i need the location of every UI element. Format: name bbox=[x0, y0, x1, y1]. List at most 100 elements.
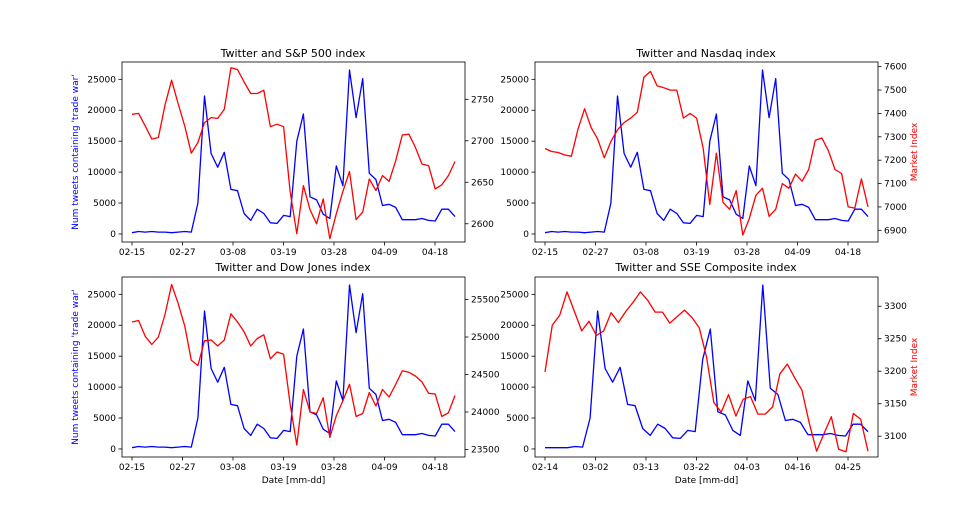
y-right-tick-label: 25000 bbox=[471, 333, 500, 343]
plot-frame bbox=[121, 276, 466, 458]
x-axis-label: Date [mm-dd] bbox=[262, 476, 326, 486]
y-right-tick-label: 7300 bbox=[884, 133, 907, 143]
x-tick-label: 02-27 bbox=[582, 248, 608, 258]
y-right-tick-label: 3250 bbox=[884, 335, 907, 345]
y-right-tick-label: 7500 bbox=[884, 86, 907, 96]
subplot-nasdaq: Twitter and Nasdaq index 0 5000 10000 15000… bbox=[500, 47, 920, 258]
x-tick-label: 04-25 bbox=[835, 463, 861, 473]
tweets-series-line bbox=[545, 284, 869, 449]
x-tick-label: 04-18 bbox=[422, 463, 448, 473]
x-tick-label: 03-08 bbox=[633, 248, 659, 258]
x-tick-label: 03-08 bbox=[220, 463, 246, 473]
y-left-tick-label: 0 bbox=[110, 230, 116, 240]
plot-frame bbox=[534, 61, 879, 243]
y-right-tick-label: 6900 bbox=[884, 226, 907, 236]
subplot-sp500: Twitter and S&P 500 index 0 5000 10000 1500… bbox=[71, 47, 494, 258]
x-tick-label: 03-19 bbox=[270, 463, 296, 473]
x-tick-label: 02-27 bbox=[169, 463, 195, 473]
y-right-tick-label: 7100 bbox=[884, 180, 907, 190]
x-axis-label: Date [mm-dd] bbox=[675, 476, 739, 486]
y-right-tick-label: 24500 bbox=[471, 371, 500, 381]
subplot-title: Twitter and Nasdaq index bbox=[635, 47, 776, 60]
y-left-tick-label: 20000 bbox=[500, 321, 529, 331]
x-tick-label: 03-02 bbox=[582, 463, 608, 473]
subplot-sse-composite: Twitter and SSE Composite index 0 5000 100… bbox=[500, 261, 920, 486]
market-series-line bbox=[544, 70, 869, 236]
x-tick-label: 03-19 bbox=[683, 248, 709, 258]
x-tick-label: 03-22 bbox=[683, 463, 709, 473]
y-left-tick-label: 5000 bbox=[93, 199, 116, 209]
x-tick-label: 03-28 bbox=[321, 248, 347, 258]
x-tick-label: 02-27 bbox=[169, 248, 195, 258]
y-right-tick-label: 7400 bbox=[884, 109, 907, 119]
y-left-tick-label: 15000 bbox=[500, 137, 529, 147]
subplot-title: Twitter and S&P 500 index bbox=[220, 47, 366, 60]
y-right-tick-label: 23500 bbox=[471, 446, 500, 456]
y-left-axis-label: Num tweets containing 'trade war' bbox=[71, 74, 81, 230]
x-tick-label: 04-09 bbox=[371, 463, 397, 473]
y-right-tick-label: 3300 bbox=[884, 302, 907, 312]
y-left-tick-label: 15000 bbox=[87, 137, 116, 147]
market-series-line bbox=[131, 283, 456, 446]
y-right-tick-label: 3200 bbox=[884, 367, 907, 377]
y-right-tick-label: 3150 bbox=[884, 400, 907, 410]
x-tick-label: 02-14 bbox=[532, 463, 558, 473]
y-right-tick-label: 7200 bbox=[884, 156, 907, 166]
y-right-tick-label: 25500 bbox=[471, 296, 500, 306]
x-tick-label: 03-08 bbox=[220, 248, 246, 258]
x-tick-label: 04-03 bbox=[734, 463, 760, 473]
y-left-tick-label: 25000 bbox=[500, 75, 529, 85]
market-series-line bbox=[544, 291, 869, 453]
y-right-tick-label: 2600 bbox=[471, 220, 494, 230]
y-left-tick-label: 5000 bbox=[506, 199, 529, 209]
subplot-title: Twitter and SSE Composite index bbox=[614, 261, 797, 274]
y-left-tick-label: 25000 bbox=[87, 290, 116, 300]
y-left-tick-label: 20000 bbox=[500, 106, 529, 116]
y-left-tick-label: 0 bbox=[523, 445, 529, 455]
x-tick-label: 04-18 bbox=[835, 248, 861, 258]
x-tick-label: 03-13 bbox=[633, 463, 659, 473]
y-right-axis-label: Market Index bbox=[910, 122, 920, 181]
x-tick-label: 03-28 bbox=[734, 248, 760, 258]
plot-frame bbox=[121, 61, 466, 243]
y-right-tick-label: 2750 bbox=[471, 95, 494, 105]
y-left-tick-label: 10000 bbox=[500, 383, 529, 393]
subplot-title: Twitter and Dow Jones index bbox=[214, 261, 371, 274]
y-right-axis-label: Market Index bbox=[910, 337, 920, 396]
y-right-tick-label: 24000 bbox=[471, 408, 500, 418]
y-left-tick-label: 10000 bbox=[87, 168, 116, 178]
y-right-tick-label: 2650 bbox=[471, 178, 494, 188]
y-left-tick-label: 20000 bbox=[87, 321, 116, 331]
plot-frame bbox=[534, 276, 879, 458]
y-left-tick-label: 10000 bbox=[87, 383, 116, 393]
y-left-tick-label: 0 bbox=[523, 230, 529, 240]
y-right-tick-label: 7600 bbox=[884, 63, 907, 73]
y-right-tick-label: 2700 bbox=[471, 137, 494, 147]
x-tick-label: 03-19 bbox=[270, 248, 296, 258]
x-tick-label: 04-09 bbox=[784, 248, 810, 258]
x-tick-label: 02-15 bbox=[119, 248, 145, 258]
y-left-tick-label: 25000 bbox=[500, 290, 529, 300]
y-left-tick-label: 0 bbox=[110, 445, 116, 455]
y-right-tick-label: 3100 bbox=[884, 432, 907, 442]
tweets-series-line bbox=[131, 69, 456, 234]
market-series-line bbox=[131, 67, 456, 240]
y-left-tick-label: 20000 bbox=[87, 106, 116, 116]
y-left-tick-label: 10000 bbox=[500, 168, 529, 178]
subplot-dow-jones: Twitter and Dow Jones index 0 5000 10000 15… bbox=[71, 261, 500, 486]
x-tick-label: 03-28 bbox=[321, 463, 347, 473]
tweets-series-line bbox=[544, 69, 869, 234]
y-left-tick-label: 5000 bbox=[93, 414, 116, 424]
x-tick-label: 04-09 bbox=[371, 248, 397, 258]
x-tick-label: 02-15 bbox=[532, 248, 558, 258]
x-tick-label: 04-18 bbox=[422, 248, 448, 258]
tweets-series-line bbox=[131, 284, 456, 449]
y-left-tick-label: 15000 bbox=[87, 352, 116, 362]
y-right-tick-label: 7000 bbox=[884, 203, 907, 213]
x-tick-label: 02-15 bbox=[119, 463, 145, 473]
y-left-tick-label: 15000 bbox=[500, 352, 529, 362]
x-tick-label: 04-16 bbox=[784, 463, 810, 473]
y-left-axis-label: Num tweets containing 'trade war' bbox=[71, 289, 81, 445]
y-left-tick-label: 25000 bbox=[87, 75, 116, 85]
